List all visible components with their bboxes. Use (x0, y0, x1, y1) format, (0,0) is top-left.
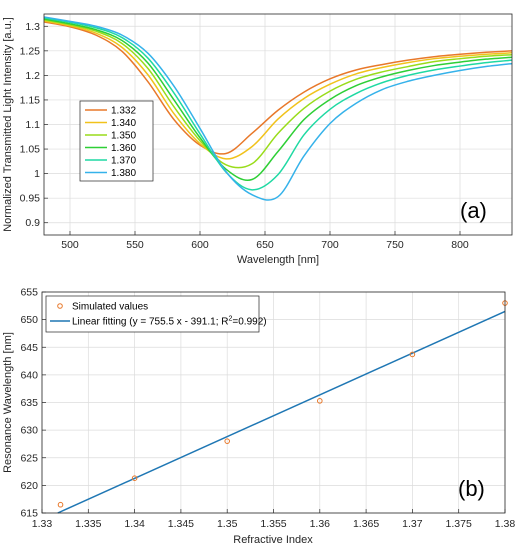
y-tick-label-a: 1.15 (20, 94, 41, 106)
legend-label-1.370: 1.370 (111, 156, 136, 167)
legend-fit-text: Linear fitting (y = 755.5 x - 391.1; R (72, 317, 228, 328)
y-tick-label-b: 640 (20, 369, 38, 381)
legend-marker-simulated (57, 303, 63, 309)
legend-label-fit: Linear fitting (y = 755.5 x - 391.1; R2=… (72, 316, 267, 328)
axes-box-b (41, 291, 506, 514)
x-tick-label-b: 1.36 (310, 518, 331, 530)
x-axis-label-b: Refractive Index (233, 534, 313, 546)
legend-label-1.360: 1.360 (111, 143, 136, 154)
y-tick-label-b: 630 (20, 425, 38, 437)
x-tick-label-b: 1.33 (32, 518, 53, 530)
series-line-1.340 (43, 20, 513, 160)
panel-label-a: (a) (460, 198, 487, 223)
y-tick-label-b: 615 (20, 508, 38, 520)
ticks-a: 500 550 600 650 700 750 800 0.9 0.95 1 1.05 1.1 1.15… (20, 21, 469, 251)
y-tick-label-a: 1.25 (20, 45, 41, 57)
data-point (131, 475, 138, 481)
series-line-1.350 (43, 19, 513, 169)
y-tick-label-b: 645 (20, 342, 38, 354)
data-point (317, 398, 323, 404)
y-tick-label-a: 0.9 (25, 217, 40, 229)
panel-b: 1.33 1.335 1.34 1.345 1.35 1.355 1.36 1.365 1.37… (2, 287, 515, 547)
axes-box-a (43, 13, 513, 236)
legend-b: Simulated values Linear fitting (y = 755.… (45, 295, 267, 333)
x-tick-label-b: 1.38 (495, 518, 516, 530)
x-tick-label-b: 1.37 (402, 518, 423, 530)
x-tick-label-b: 1.34 (124, 518, 145, 530)
x-tick-label-a: 600 (191, 239, 209, 251)
y-tick-label-b: 655 (20, 287, 38, 299)
y-tick-label-b: 620 (20, 480, 38, 492)
x-axis-label-a: Wavelength [nm] (237, 254, 319, 266)
x-tick-label-b: 1.345 (168, 518, 194, 530)
series-line-1.370 (43, 17, 513, 191)
x-tick-label-b: 1.335 (75, 518, 101, 530)
series-line-1.360 (43, 18, 513, 181)
panel-label-b: (b) (458, 476, 485, 501)
ticks-b: 1.33 1.335 1.34 1.345 1.35 1.355 1.36 1.365 1.37… (20, 287, 515, 531)
data-point (224, 438, 230, 444)
y-axis-label-b: Resonance Wavelength [nm] (2, 332, 14, 473)
y-tick-label-a: 1.05 (20, 144, 41, 156)
y-tick-label-b: 635 (20, 397, 38, 409)
x-tick-label-a: 800 (451, 239, 469, 251)
legend-box-b (45, 295, 260, 333)
panel-a: 500 550 600 650 700 750 800 0.9 0.95 1 1.05 1.1 1.15… (2, 13, 513, 266)
data-point (409, 351, 416, 358)
legend-label-1.350: 1.350 (111, 131, 136, 142)
legend-fit-superscript: 2 (228, 316, 232, 323)
y-tick-label-a: 1.2 (25, 70, 40, 82)
x-tick-label-b: 1.365 (353, 518, 379, 530)
legend-box-a (79, 100, 154, 182)
x-tick-label-a: 500 (61, 239, 79, 251)
data-point (57, 501, 64, 508)
legend-label-1.380: 1.380 (111, 168, 136, 179)
y-tick-label-b: 650 (20, 314, 38, 326)
y-tick-label-b: 625 (20, 452, 38, 464)
x-tick-label-a: 650 (256, 239, 274, 251)
x-tick-label-b: 1.375 (446, 518, 472, 530)
x-tick-label-a: 700 (321, 239, 339, 251)
legend-label-simulated: Simulated values (72, 302, 148, 313)
x-tick-label-b: 1.355 (260, 518, 286, 530)
y-tick-label-a: 1 (34, 168, 40, 180)
y-axis-label-a: Normalized Transmitted Light Intensity [… (2, 17, 14, 232)
series-line-1.380 (43, 16, 513, 201)
y-tick-label-a: 0.95 (20, 193, 41, 205)
legend-label-1.332: 1.332 (111, 106, 136, 117)
series-line-1.332 (43, 21, 513, 155)
y-tick-label-a: 1.3 (25, 21, 40, 33)
legend-fit-suffix: =0.992) (232, 317, 266, 328)
series-lines-a (43, 16, 513, 201)
x-tick-label-a: 550 (126, 239, 144, 251)
x-tick-label-a: 750 (386, 239, 404, 251)
x-tick-label-b: 1.35 (217, 518, 238, 530)
legend-label-1.340: 1.340 (111, 118, 136, 129)
y-tick-label-a: 1.1 (25, 119, 40, 131)
